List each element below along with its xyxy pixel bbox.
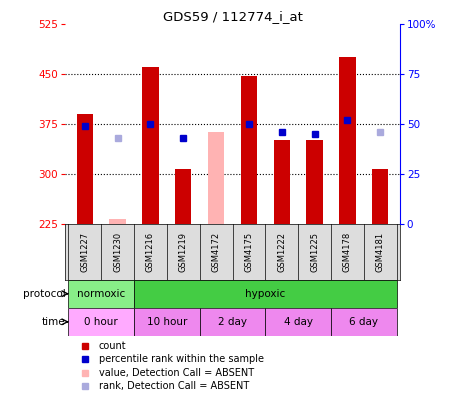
Bar xyxy=(134,280,397,308)
Text: GSM4178: GSM4178 xyxy=(343,232,352,272)
Bar xyxy=(68,280,134,308)
Bar xyxy=(372,169,388,223)
Text: GSM1222: GSM1222 xyxy=(277,232,286,272)
Text: GSM1227: GSM1227 xyxy=(80,232,89,272)
Text: protocol: protocol xyxy=(23,289,66,299)
Text: count: count xyxy=(99,341,126,351)
Text: hypoxic: hypoxic xyxy=(245,289,286,299)
Text: percentile rank within the sample: percentile rank within the sample xyxy=(99,354,264,364)
Text: GSM1230: GSM1230 xyxy=(113,232,122,272)
Bar xyxy=(109,219,126,223)
Bar xyxy=(77,114,93,223)
Text: normoxic: normoxic xyxy=(77,289,126,299)
Bar xyxy=(331,308,397,336)
Text: GSM4172: GSM4172 xyxy=(212,232,220,272)
Bar xyxy=(134,308,199,336)
Text: 0 hour: 0 hour xyxy=(84,317,118,327)
Text: GSM1219: GSM1219 xyxy=(179,232,188,272)
Text: 6 day: 6 day xyxy=(349,317,379,327)
Title: GDS59 / 112774_i_at: GDS59 / 112774_i_at xyxy=(163,10,302,23)
Bar xyxy=(68,308,134,336)
Text: GSM4175: GSM4175 xyxy=(245,232,253,272)
Text: value, Detection Call = ABSENT: value, Detection Call = ABSENT xyxy=(99,368,254,378)
Bar xyxy=(266,308,331,336)
Text: 2 day: 2 day xyxy=(218,317,247,327)
Bar xyxy=(175,169,192,223)
Text: GSM4181: GSM4181 xyxy=(376,232,385,272)
Text: 10 hour: 10 hour xyxy=(146,317,187,327)
Text: rank, Detection Call = ABSENT: rank, Detection Call = ABSENT xyxy=(99,381,249,391)
Text: 4 day: 4 day xyxy=(284,317,312,327)
Bar xyxy=(199,308,266,336)
Bar xyxy=(208,132,224,223)
Text: GSM1216: GSM1216 xyxy=(146,232,155,272)
Text: time: time xyxy=(42,317,66,327)
Bar xyxy=(273,140,290,223)
Bar xyxy=(241,76,257,223)
Bar xyxy=(306,140,323,223)
Bar xyxy=(339,57,356,223)
Bar xyxy=(142,67,159,223)
Text: GSM1225: GSM1225 xyxy=(310,232,319,272)
